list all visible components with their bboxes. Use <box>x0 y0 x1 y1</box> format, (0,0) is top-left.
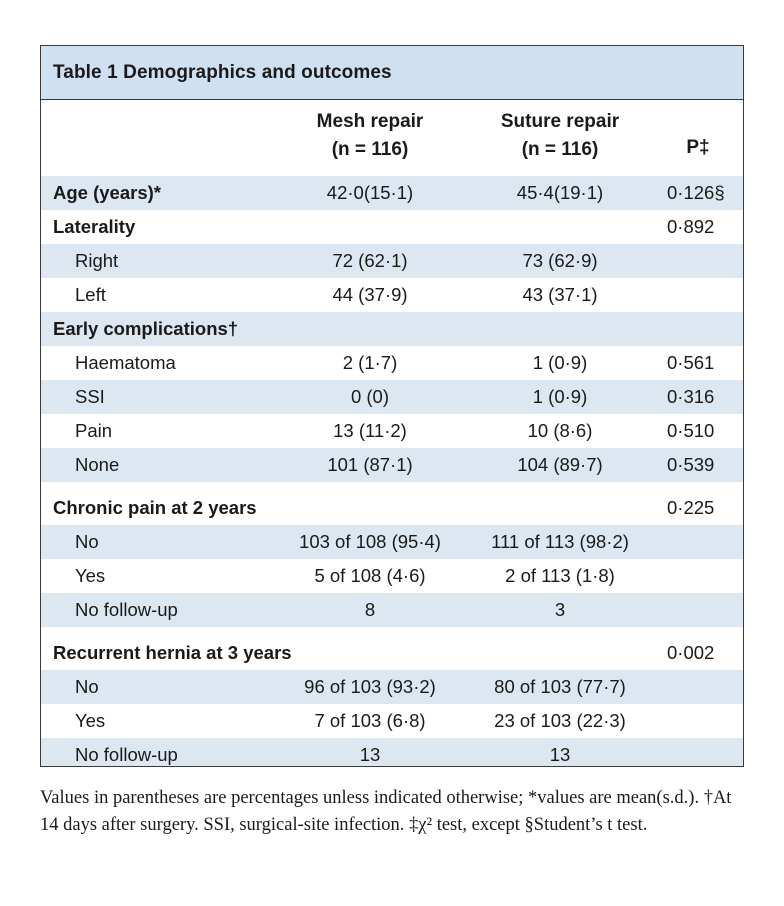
section-label: Chronic pain at 2 years <box>53 497 257 518</box>
column-header-mesh-n: (n = 116) <box>331 139 409 160</box>
p-value: 0·539 <box>667 454 715 475</box>
table-row: Yes 5 of 108 (4·6) 2 of 113 (1·8) <box>41 559 743 593</box>
p-value <box>667 278 743 312</box>
row-label: Yes <box>75 565 106 586</box>
p-value <box>667 704 743 738</box>
row-label: SSI <box>75 386 105 407</box>
table-row: No 96 of 103 (93·2) 80 of 103 (77·7) <box>41 670 743 704</box>
mesh-value: 13 (11·2) <box>333 420 407 441</box>
p-value: 0·002 <box>667 642 715 663</box>
suture-value: 1 (0·9) <box>532 386 588 407</box>
suture-value: 1 (0·9) <box>532 352 588 373</box>
mesh-value: 44 (37·9) <box>332 284 408 305</box>
column-header-suture-n: (n = 116) <box>521 139 599 160</box>
suture-value: 10 (8·6) <box>527 420 593 441</box>
table-row: No follow-up 8 3 <box>41 593 743 627</box>
mesh-value: 2 (1·7) <box>342 352 398 373</box>
table-header-row: Mesh repair (n = 116) Suture repair (n =… <box>41 100 743 176</box>
table-title: Table 1 Demographics and outcomes <box>53 61 392 83</box>
mesh-value: 13 <box>359 744 381 765</box>
column-header-suture-name: Suture repair <box>500 111 620 132</box>
table-row: Haematoma 2 (1·7) 1 (0·9) 0·561 <box>41 346 743 380</box>
section-label: Recurrent hernia at 3 years <box>53 642 292 663</box>
suture-value <box>469 210 651 244</box>
suture-value: 23 of 103 (22·3) <box>494 710 626 731</box>
suture-value: 80 of 103 (77·7) <box>494 676 626 697</box>
p-value <box>667 312 743 346</box>
mesh-value <box>281 312 459 346</box>
table-row: SSI 0 (0) 1 (0·9) 0·316 <box>41 380 743 414</box>
row-label: No <box>75 676 99 697</box>
section-label: Early complications† <box>53 318 239 339</box>
p-value <box>667 670 743 704</box>
suture-value: 104 (89·7) <box>517 454 603 475</box>
mesh-value: 103 of 108 (95·4) <box>299 531 441 552</box>
row-label: Left <box>75 284 106 305</box>
suture-value <box>469 312 651 346</box>
p-value <box>667 593 743 627</box>
mesh-value: 42·0(15·1) <box>326 182 414 203</box>
row-label: Pain <box>75 420 113 441</box>
row-label: No <box>75 531 99 552</box>
p-value <box>667 738 743 766</box>
column-header-mesh: Mesh repair (n = 116) <box>281 108 459 164</box>
p-value <box>667 525 743 559</box>
row-label: None <box>75 454 120 475</box>
table-row: Yes 7 of 103 (6·8) 23 of 103 (22·3) <box>41 704 743 738</box>
mesh-value <box>281 491 459 525</box>
mesh-value: 5 of 108 (4·6) <box>314 565 426 586</box>
mesh-value: 101 (87·1) <box>327 454 413 475</box>
p-value: 0·126§ <box>667 182 725 203</box>
table-row: Right 72 (62·1) 73 (62·9) <box>41 244 743 278</box>
table-row: Chronic pain at 2 years 0·225 <box>41 491 743 525</box>
mesh-value: 8 <box>364 599 376 620</box>
suture-value: 43 (37·1) <box>522 284 598 305</box>
column-header-p-label: P‡ <box>686 137 710 158</box>
p-value <box>667 244 743 278</box>
suture-value <box>469 636 651 670</box>
table-row: Age (years)* 42·0(15·1) 45·4(19·1) 0·126… <box>41 176 743 210</box>
table-row: Laterality 0·892 <box>41 210 743 244</box>
p-value: 0·225 <box>667 497 715 518</box>
suture-value <box>469 491 651 525</box>
p-value: 0·510 <box>667 420 715 441</box>
section-label: Laterality <box>53 216 136 237</box>
table-frame: Table 1 Demographics and outcomes Mesh r… <box>40 45 744 767</box>
table-footnote: Values in parentheses are percentages un… <box>40 788 732 835</box>
table-row: Recurrent hernia at 3 years 0·002 <box>41 636 743 670</box>
mesh-value: 7 of 103 (6·8) <box>314 710 426 731</box>
suture-value: 73 (62·9) <box>522 250 598 271</box>
suture-value: 45·4(19·1) <box>516 182 604 203</box>
table-row: Left 44 (37·9) 43 (37·1) <box>41 278 743 312</box>
suture-value: 111 of 113 (98·2) <box>491 531 629 552</box>
p-value: 0·561 <box>667 352 715 373</box>
mesh-value <box>281 210 459 244</box>
table-title-bar: Table 1 Demographics and outcomes <box>41 46 743 100</box>
p-value: 0·316 <box>667 386 715 407</box>
mesh-value: 0 (0) <box>350 386 390 407</box>
row-label: Age (years)* <box>53 182 161 203</box>
suture-value: 13 <box>549 744 571 765</box>
mesh-value: 96 of 103 (93·2) <box>304 676 436 697</box>
table-row: Early complications† <box>41 312 743 346</box>
p-value <box>667 559 743 593</box>
row-label: No follow-up <box>75 599 178 620</box>
suture-value: 2 of 113 (1·8) <box>505 565 615 586</box>
mesh-value <box>281 636 459 670</box>
table-row: No 103 of 108 (95·4) 111 of 113 (98·2) <box>41 525 743 559</box>
suture-value: 3 <box>554 599 566 620</box>
row-label: Haematoma <box>75 352 176 373</box>
column-header-suture: Suture repair (n = 116) <box>471 108 649 164</box>
row-label: Right <box>75 250 119 271</box>
row-label: No follow-up <box>75 744 178 765</box>
row-label: Yes <box>75 710 106 731</box>
table-row: Pain 13 (11·2) 10 (8·6) 0·510 <box>41 414 743 448</box>
p-value: 0·892 <box>667 216 715 237</box>
column-header-mesh-name: Mesh repair <box>316 111 424 132</box>
table-row: None 101 (87·1) 104 (89·7) 0·539 <box>41 448 743 482</box>
table-row: No follow-up 13 13 <box>41 738 743 766</box>
mesh-value: 72 (62·1) <box>332 250 408 271</box>
column-header-p: P‡ <box>663 134 733 162</box>
